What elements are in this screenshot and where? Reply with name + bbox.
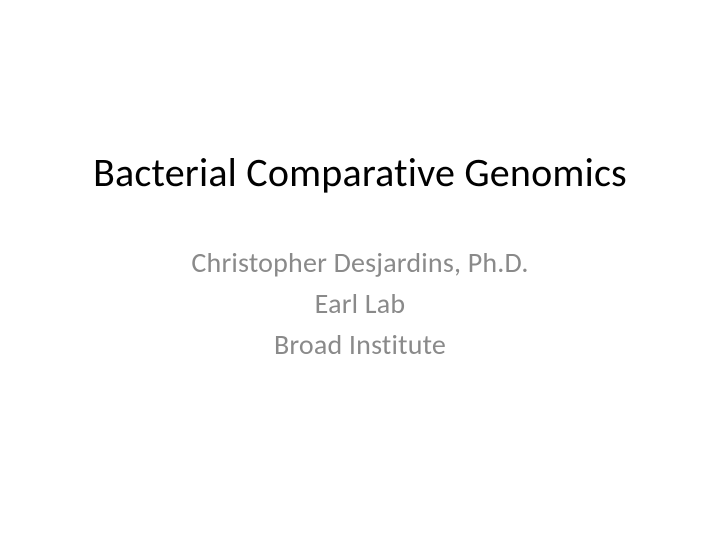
subtitle-block: Christopher Desjardins, Ph.D. Earl Lab B… xyxy=(191,245,528,362)
lab-line: Earl Lab xyxy=(315,286,406,321)
author-line: Christopher Desjardins, Ph.D. xyxy=(191,245,528,280)
slide-title: Bacterial Comparative Genomics xyxy=(93,148,627,197)
institute-line: Broad Institute xyxy=(274,327,446,362)
